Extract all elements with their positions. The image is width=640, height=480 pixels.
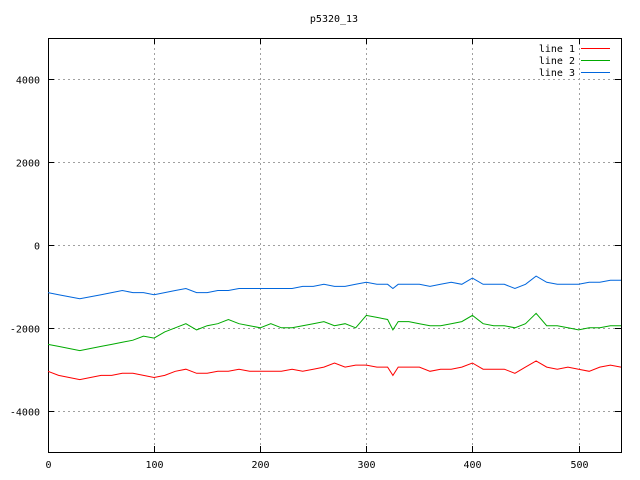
axis-ticks: 0 100 200 300 400 500 -4000 -2000 0 2000 4000 <box>10 38 621 471</box>
legend-label-line-1: line 1 <box>539 44 575 55</box>
x-tick-label: 400 <box>463 460 481 471</box>
series-layer <box>47 275 622 381</box>
legend-label-line-2: line 2 <box>539 56 575 67</box>
chart-title: p5320_13 <box>310 14 358 25</box>
y-tick-label: -4000 <box>10 408 40 419</box>
y-tick-label: 0 <box>34 242 40 253</box>
y-tick-label: 2000 <box>16 159 40 170</box>
x-tick-label: 100 <box>145 460 163 471</box>
x-tick-label: 500 <box>570 460 588 471</box>
grid <box>48 38 621 452</box>
series-line-1-line <box>47 360 622 381</box>
x-tick-label: 300 <box>357 460 375 471</box>
legend-label-line-3: line 3 <box>539 68 575 79</box>
y-tick-label: -2000 <box>10 325 40 336</box>
x-tick-label: 0 <box>45 460 51 471</box>
series-line-3-line <box>47 275 621 300</box>
series-line-2-line <box>47 312 621 352</box>
y-tick-label: 4000 <box>16 76 40 87</box>
x-tick-label: 200 <box>251 460 269 471</box>
